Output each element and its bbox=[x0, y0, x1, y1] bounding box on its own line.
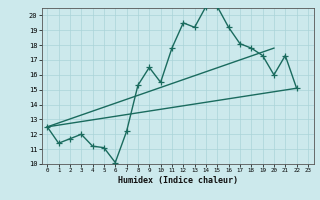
X-axis label: Humidex (Indice chaleur): Humidex (Indice chaleur) bbox=[118, 176, 237, 185]
